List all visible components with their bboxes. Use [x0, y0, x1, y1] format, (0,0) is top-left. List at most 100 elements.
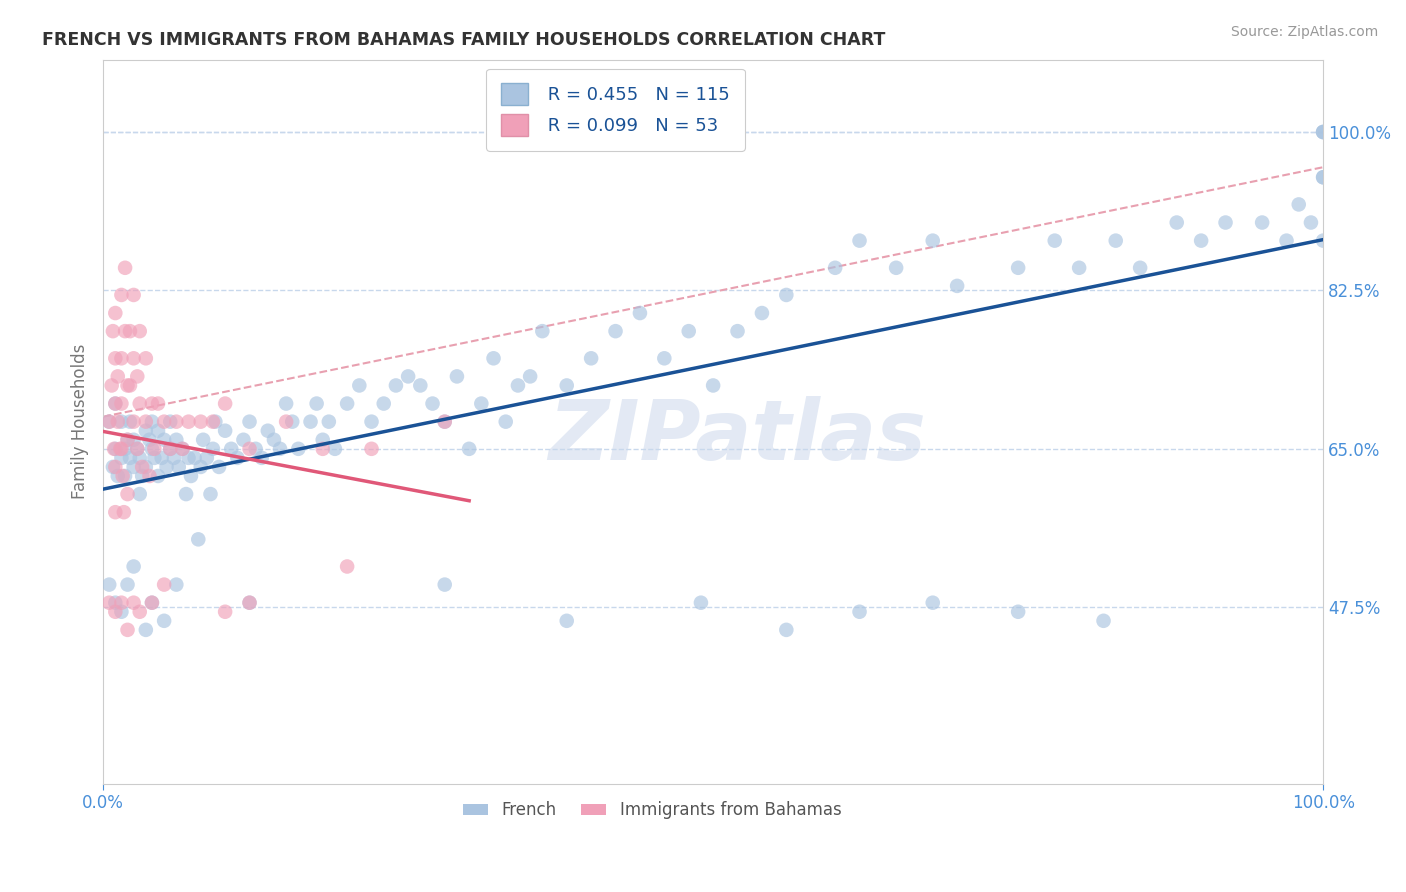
Point: [104, 396, 127, 410]
Point: [117, 487, 139, 501]
Point: [180, 469, 202, 483]
Point: [103, 442, 125, 456]
Point: [519, 369, 541, 384]
Point: [727, 324, 749, 338]
Point: [122, 288, 145, 302]
Point: [201, 415, 224, 429]
Point: [104, 596, 127, 610]
Point: [1312, 125, 1334, 139]
Point: [226, 450, 249, 465]
Point: [232, 433, 254, 447]
Point: [1069, 260, 1091, 275]
Point: [177, 415, 200, 429]
Point: [163, 450, 186, 465]
Point: [143, 450, 166, 465]
Point: [238, 596, 260, 610]
Point: [323, 442, 346, 456]
Point: [143, 442, 166, 456]
Point: [131, 459, 153, 474]
Point: [107, 369, 129, 384]
Point: [652, 351, 675, 366]
Point: [110, 351, 132, 366]
Point: [1166, 215, 1188, 229]
Point: [110, 288, 132, 302]
Point: [208, 459, 231, 474]
Point: [135, 623, 157, 637]
Point: [159, 415, 181, 429]
Point: [349, 378, 371, 392]
Point: [98, 596, 121, 610]
Point: [98, 577, 121, 591]
Point: [172, 442, 194, 456]
Point: [110, 450, 132, 465]
Point: [690, 596, 713, 610]
Point: [107, 469, 129, 483]
Point: [128, 487, 150, 501]
Point: [135, 351, 157, 366]
Point: [1189, 234, 1212, 248]
Point: [305, 396, 328, 410]
Text: ZIPatlas: ZIPatlas: [548, 396, 927, 476]
Point: [128, 396, 150, 410]
Point: [1007, 260, 1029, 275]
Point: [702, 378, 724, 392]
Point: [100, 378, 122, 392]
Point: [135, 415, 157, 429]
Point: [117, 623, 139, 637]
Point: [165, 433, 187, 447]
Point: [1312, 170, 1334, 185]
Point: [183, 450, 205, 465]
Point: [131, 469, 153, 483]
Point: [360, 442, 382, 456]
Point: [146, 424, 169, 438]
Point: [281, 415, 304, 429]
Point: [101, 324, 124, 338]
Point: [114, 442, 136, 456]
Point: [204, 415, 226, 429]
Point: [373, 396, 395, 410]
Point: [1312, 125, 1334, 139]
Point: [422, 396, 444, 410]
Point: [190, 459, 212, 474]
Point: [458, 442, 481, 456]
Point: [128, 450, 150, 465]
Point: [141, 596, 163, 610]
Point: [122, 433, 145, 447]
Point: [269, 442, 291, 456]
Point: [555, 614, 578, 628]
Point: [135, 459, 157, 474]
Point: [101, 459, 124, 474]
Point: [104, 306, 127, 320]
Point: [117, 433, 139, 447]
Point: [299, 415, 322, 429]
Point: [409, 378, 432, 392]
Point: [201, 442, 224, 456]
Point: [433, 415, 456, 429]
Point: [193, 433, 215, 447]
Point: [114, 324, 136, 338]
Point: [107, 415, 129, 429]
Point: [155, 459, 177, 474]
Point: [214, 605, 236, 619]
Point: [98, 415, 121, 429]
Point: [276, 415, 298, 429]
Point: [118, 378, 141, 392]
Point: [122, 415, 145, 429]
Point: [127, 442, 149, 456]
Point: [174, 487, 197, 501]
Point: [219, 442, 242, 456]
Point: [446, 369, 468, 384]
Point: [1092, 614, 1115, 628]
Point: [118, 450, 141, 465]
Point: [165, 577, 187, 591]
Point: [200, 487, 222, 501]
Point: [238, 415, 260, 429]
Point: [1215, 215, 1237, 229]
Point: [318, 415, 340, 429]
Point: [1299, 215, 1322, 229]
Point: [506, 378, 529, 392]
Point: [153, 415, 176, 429]
Point: [579, 351, 602, 366]
Point: [104, 505, 127, 519]
Point: [848, 605, 870, 619]
